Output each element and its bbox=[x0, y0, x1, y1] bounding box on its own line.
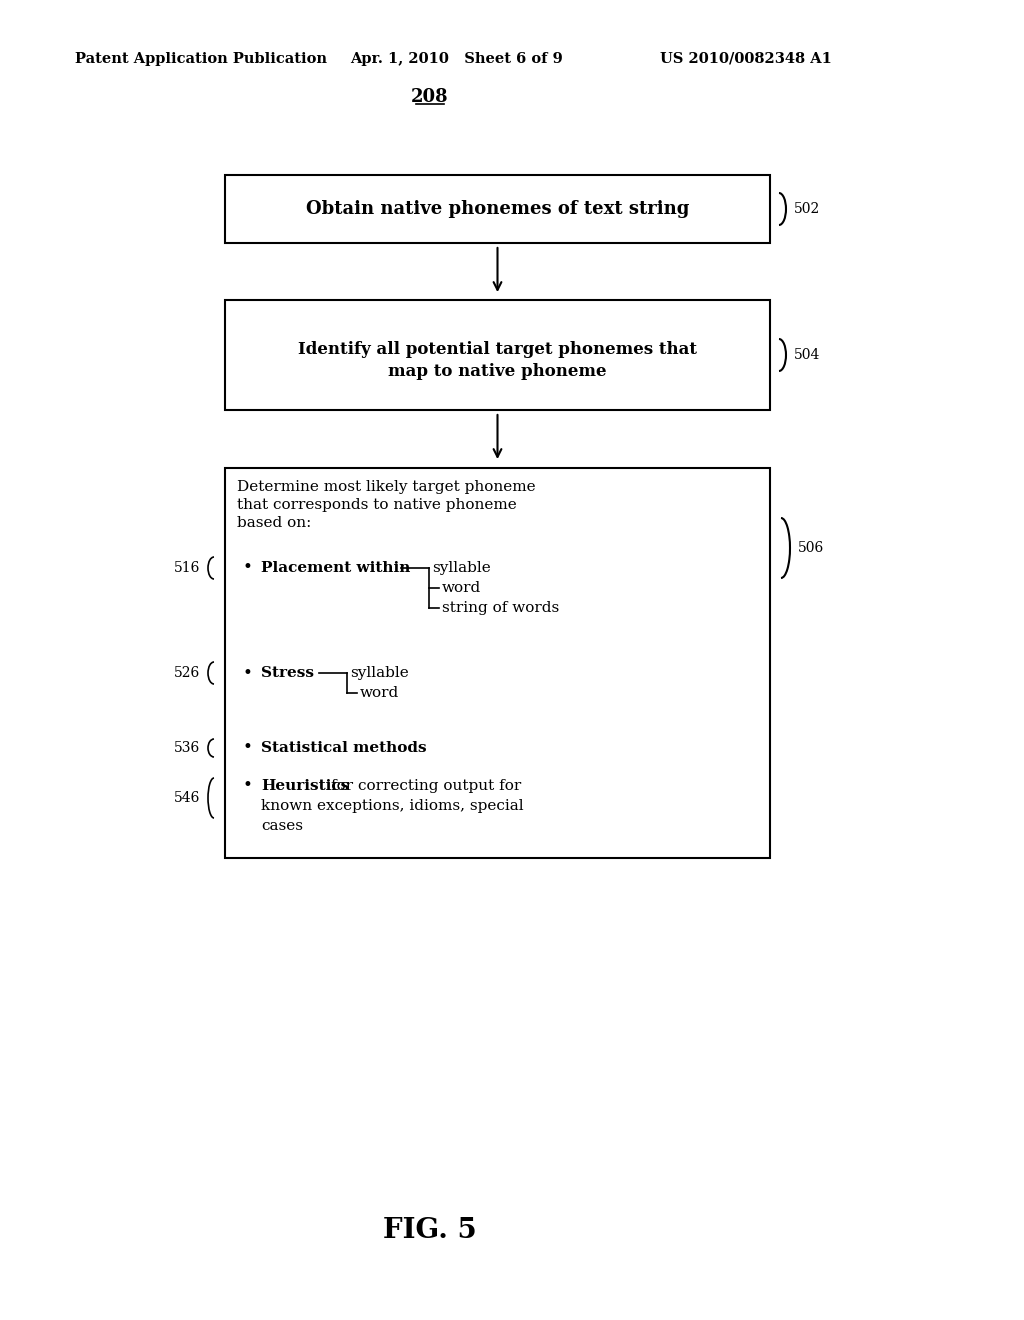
Text: 208: 208 bbox=[412, 88, 449, 106]
Text: for correcting output for: for correcting output for bbox=[331, 779, 521, 793]
Text: Determine most likely target phoneme: Determine most likely target phoneme bbox=[237, 480, 536, 494]
Text: word: word bbox=[360, 686, 399, 700]
Text: 502: 502 bbox=[794, 202, 820, 216]
Text: •: • bbox=[242, 664, 252, 681]
Text: syllable: syllable bbox=[432, 561, 490, 576]
Text: that corresponds to native phoneme: that corresponds to native phoneme bbox=[237, 498, 517, 512]
Text: Obtain native phonemes of text string: Obtain native phonemes of text string bbox=[306, 201, 689, 218]
Text: word: word bbox=[442, 581, 481, 595]
Text: 516: 516 bbox=[174, 561, 200, 576]
Text: US 2010/0082348 A1: US 2010/0082348 A1 bbox=[660, 51, 831, 66]
Text: •: • bbox=[242, 560, 252, 577]
Text: Statistical methods: Statistical methods bbox=[261, 741, 427, 755]
Text: •: • bbox=[242, 777, 252, 795]
Text: 506: 506 bbox=[798, 541, 824, 554]
Text: Heuristics: Heuristics bbox=[261, 779, 349, 793]
Text: map to native phoneme: map to native phoneme bbox=[388, 363, 607, 380]
Text: FIG. 5: FIG. 5 bbox=[383, 1217, 477, 1243]
Text: Identify all potential target phonemes that: Identify all potential target phonemes t… bbox=[298, 342, 697, 359]
Text: Stress: Stress bbox=[261, 667, 314, 680]
Text: 504: 504 bbox=[794, 348, 820, 362]
Text: 546: 546 bbox=[174, 791, 200, 805]
Text: Patent Application Publication: Patent Application Publication bbox=[75, 51, 327, 66]
Text: 536: 536 bbox=[174, 741, 200, 755]
Text: syllable: syllable bbox=[350, 667, 409, 680]
Text: Placement within: Placement within bbox=[261, 561, 411, 576]
Text: cases: cases bbox=[261, 818, 303, 833]
Text: 526: 526 bbox=[174, 667, 200, 680]
Text: •: • bbox=[242, 739, 252, 756]
Text: string of words: string of words bbox=[442, 601, 559, 615]
Text: Apr. 1, 2010   Sheet 6 of 9: Apr. 1, 2010 Sheet 6 of 9 bbox=[350, 51, 563, 66]
Text: known exceptions, idioms, special: known exceptions, idioms, special bbox=[261, 799, 523, 813]
Bar bbox=[225, 469, 770, 858]
Bar bbox=[225, 176, 770, 243]
Bar bbox=[225, 300, 770, 411]
Text: based on:: based on: bbox=[237, 516, 311, 531]
